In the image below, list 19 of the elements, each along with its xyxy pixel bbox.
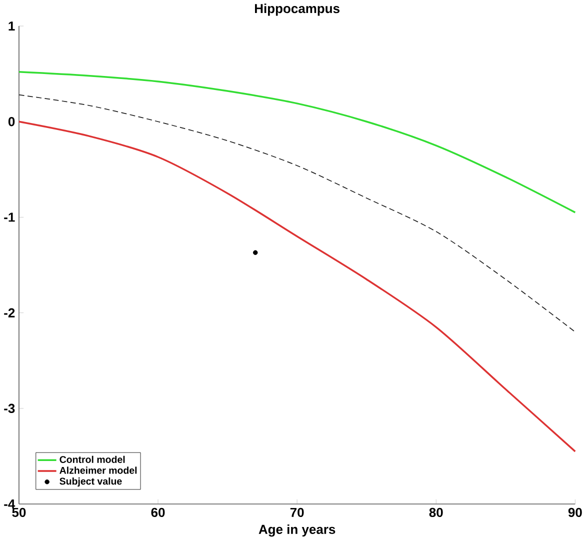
y-tick-label: -1 [4, 212, 15, 222]
y-tick-label: 0 [8, 116, 15, 126]
y-tick-label: -4 [4, 499, 16, 508]
chart-title: Hippocampus [255, 4, 340, 16]
x-axis-title: Age in years [258, 524, 336, 536]
y-tick-label: -2 [4, 308, 15, 318]
line-series [18, 94, 576, 332]
legend-label: Control model [60, 456, 125, 463]
y-tick-label: -3 [4, 404, 15, 413]
legend-label: Alzheimer model [60, 466, 137, 474]
x-tick-label: 50 [12, 508, 26, 517]
x-tick-label: 80 [429, 508, 443, 517]
x-tick-label: 90 [568, 508, 582, 517]
line-series [18, 120, 576, 452]
line-series [18, 70, 576, 214]
y-tick-label: 1 [8, 21, 15, 30]
x-tick-label: 70 [290, 508, 304, 517]
x-tick-label: 60 [151, 508, 165, 517]
legend-label: Subject value [60, 477, 122, 486]
